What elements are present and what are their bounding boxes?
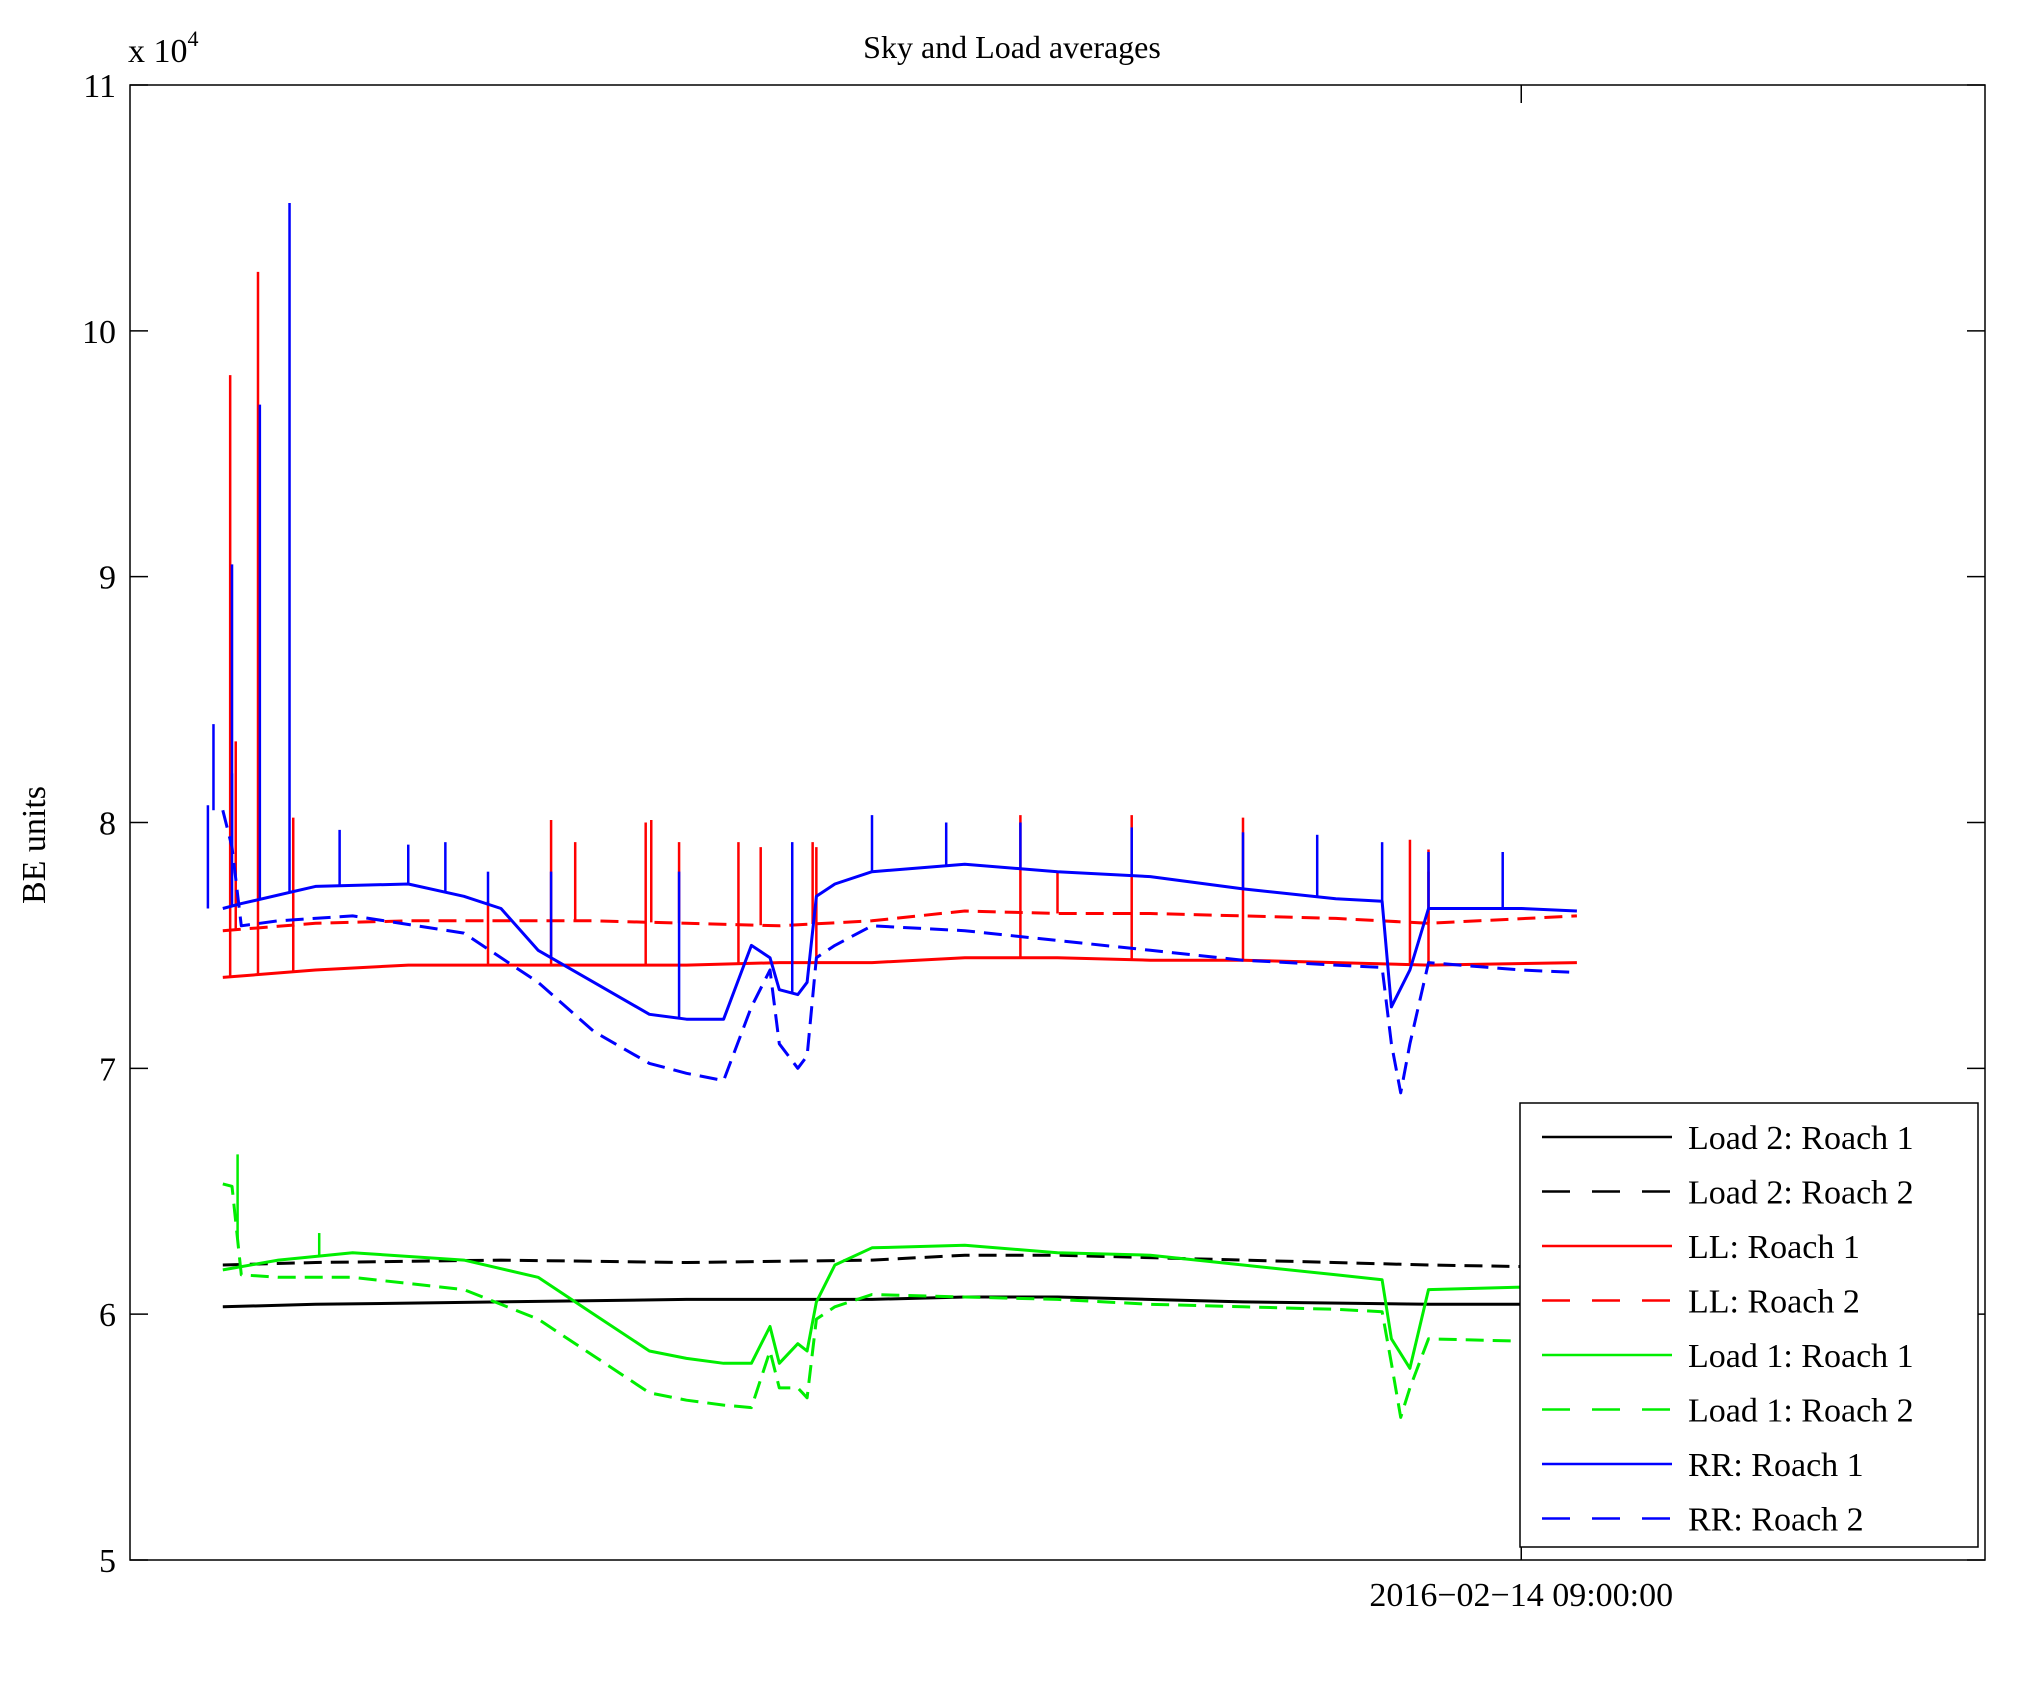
legend-label: RR: Roach 2 (1688, 1502, 1864, 1539)
legend-label: LL: Roach 2 (1688, 1284, 1860, 1321)
series-line (221, 809, 1577, 1095)
chart-title: Sky and Load averages (863, 29, 1161, 65)
series-4 (222, 741, 1577, 933)
y-exponent-base: x 10 (128, 33, 188, 70)
series-2 (222, 1253, 1577, 1269)
y-tick-label: 8 (99, 806, 116, 843)
legend-label: Load 2: Roach 2 (1688, 1175, 1914, 1212)
y-tick-label: 11 (83, 68, 116, 105)
series-line (222, 1182, 1577, 1419)
y-tick-label: 6 (99, 1297, 116, 1334)
y-tick-label: 5 (99, 1543, 116, 1580)
y-tick-label: 10 (82, 314, 116, 351)
series-line (222, 956, 1577, 979)
y-tick-label: 9 (99, 560, 116, 597)
axes: 5 6 7 8 9 10 11 2016−02−14 09:00:00 (82, 68, 1986, 1614)
y-tick-label: 7 (99, 1051, 116, 1088)
series-5 (222, 1233, 1577, 1370)
y-exponent-label: x 104 (128, 26, 199, 70)
legend-label: Load 1: Roach 1 (1688, 1338, 1914, 1375)
x-tick-label: 2016−02−14 09:00:00 (1369, 1577, 1673, 1614)
series-line (222, 1253, 1577, 1269)
series-1 (222, 1295, 1577, 1309)
series-line (222, 1243, 1577, 1370)
legend-box (1519, 1102, 1979, 1548)
series-line (222, 1295, 1577, 1309)
series-line (222, 862, 1577, 1021)
legend-label: RR: Roach 1 (1688, 1447, 1864, 1484)
legend-label: LL: Roach 1 (1688, 1229, 1860, 1266)
legend-label: Load 1: Roach 2 (1688, 1393, 1914, 1430)
plot-series (206, 203, 1577, 1419)
legend: Load 2: Roach 1 Load 2: Roach 2 LL: Roach … (1519, 1102, 1979, 1548)
legend-label: Load 2: Roach 1 (1688, 1120, 1914, 1157)
series-6 (222, 1154, 1577, 1419)
y-axis-label: BE units (16, 786, 53, 904)
series-line (222, 909, 1577, 933)
y-exponent-power: 4 (188, 26, 199, 51)
series-8 (212, 724, 1577, 1095)
